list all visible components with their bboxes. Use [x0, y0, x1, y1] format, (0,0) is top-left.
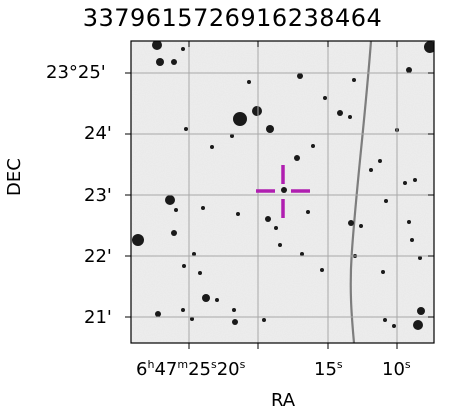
plot-frame	[130, 40, 435, 344]
star	[337, 110, 343, 116]
star	[348, 220, 354, 226]
coordinate-grid	[131, 41, 434, 343]
target-star	[281, 187, 287, 193]
star	[392, 324, 396, 328]
star	[171, 59, 177, 65]
star	[201, 206, 205, 210]
star	[181, 47, 185, 51]
star	[184, 127, 188, 131]
star	[297, 73, 303, 79]
star	[155, 311, 161, 317]
star	[403, 181, 407, 185]
target-crosshair	[256, 165, 310, 218]
star	[407, 220, 411, 224]
dec-tick-label: 23°25'	[46, 62, 106, 83]
star	[274, 226, 278, 230]
star	[198, 271, 202, 275]
star	[247, 80, 251, 84]
x-axis-label: RA	[271, 390, 296, 411]
dec-tick-label: 21'	[84, 307, 112, 328]
ra-tick-label: 6h47m25s20s	[136, 358, 246, 380]
star	[252, 106, 262, 116]
star	[320, 268, 324, 272]
star	[378, 159, 382, 163]
star	[410, 238, 414, 242]
star	[233, 112, 247, 126]
star	[369, 168, 373, 172]
star	[294, 155, 300, 161]
star	[266, 125, 274, 133]
star	[300, 252, 304, 256]
star	[413, 320, 423, 330]
star	[232, 319, 238, 325]
dec-tick-label: 24'	[84, 123, 112, 144]
star	[156, 58, 164, 66]
star	[232, 308, 236, 312]
star	[192, 252, 196, 256]
plot-title: 3379615726916238464	[82, 4, 383, 32]
star	[417, 307, 425, 315]
star	[215, 298, 219, 302]
star	[262, 318, 266, 322]
star	[406, 67, 412, 73]
star	[190, 317, 194, 321]
satellite-trail	[349, 41, 373, 343]
dec-tick-label: 22'	[84, 246, 112, 267]
y-axis-label: DEC	[4, 158, 25, 196]
star	[424, 41, 434, 53]
star	[230, 134, 234, 138]
star	[311, 144, 315, 148]
star	[352, 78, 356, 82]
axis-ticks	[125, 41, 434, 349]
star	[202, 294, 210, 302]
star	[182, 264, 186, 268]
star-field	[132, 41, 434, 330]
star	[418, 256, 422, 260]
star	[348, 115, 352, 119]
ra-tick-label: 10s	[382, 358, 411, 380]
star	[306, 210, 310, 214]
star	[278, 243, 282, 247]
ra-tick-label: 15s	[314, 358, 343, 380]
star	[152, 41, 162, 50]
dec-tick-label: 23'	[84, 185, 112, 206]
star	[413, 178, 417, 182]
star	[359, 224, 363, 228]
star	[171, 230, 177, 236]
star	[236, 212, 240, 216]
star	[181, 308, 185, 312]
star	[384, 199, 388, 203]
star	[132, 234, 144, 246]
star	[381, 270, 385, 274]
star	[265, 216, 271, 222]
star	[383, 318, 387, 322]
star	[210, 145, 214, 149]
star	[165, 195, 175, 205]
star	[174, 208, 178, 212]
star	[323, 96, 327, 100]
